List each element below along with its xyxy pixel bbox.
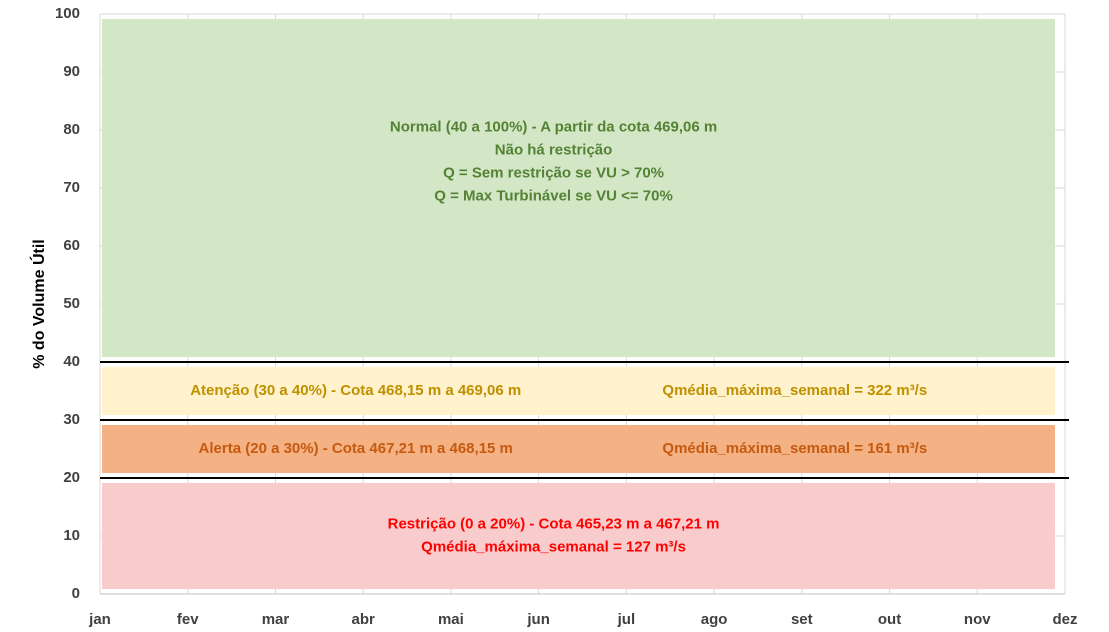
x-tick-label: nov (964, 611, 991, 628)
band-label: Alerta (20 a 30%) - Cota 467,21 m a 468,… (199, 440, 513, 457)
bands (102, 19, 1055, 589)
band-label: Qmédia_máxima_semanal = 322 m³/s (662, 382, 927, 399)
y-tick-label: 40 (63, 353, 80, 370)
x-tick-label: mar (262, 611, 290, 628)
x-tick-label: dez (1052, 611, 1077, 628)
band (102, 367, 1055, 415)
band-label: Atenção (30 a 40%) - Cota 468,15 m a 469… (190, 382, 521, 399)
band-label: Restrição (0 a 20%) - Cota 465,23 m a 46… (388, 515, 720, 532)
band (102, 483, 1055, 589)
y-tick-label: 50 (63, 295, 80, 312)
y-tick-label: 100 (55, 5, 80, 22)
band-label: Normal (40 a 100%) - A partir da cota 46… (390, 118, 717, 135)
x-tick-label: ago (701, 611, 728, 628)
y-tick-label: 20 (63, 469, 80, 486)
x-tick-label: jul (617, 611, 636, 628)
x-tick-label: abr (352, 611, 376, 628)
y-tick-label: 60 (63, 237, 80, 254)
y-axis-title: % do Volume Útil (29, 239, 48, 368)
y-tick-label: 10 (63, 527, 80, 544)
y-tick-label: 90 (63, 63, 80, 80)
band-label: Qmédia_máxima_semanal = 161 m³/s (662, 440, 927, 457)
y-tick-label: 0 (72, 585, 80, 602)
x-tick-label: jan (88, 611, 111, 628)
x-tick-label: jun (526, 611, 550, 628)
band-label: Q = Max Turbinável se VU <= 70% (434, 187, 673, 204)
y-tick-label: 70 (63, 179, 80, 196)
x-tick-label: set (791, 611, 813, 628)
y-tick-label: 30 (63, 411, 80, 428)
y-tick-label: 80 (63, 121, 80, 138)
band-label: Qmédia_máxima_semanal = 127 m³/s (421, 538, 686, 555)
band-label: Q = Sem restrição se VU > 70% (443, 164, 664, 181)
band (102, 425, 1055, 473)
x-tick-label: mai (438, 611, 464, 628)
band (102, 19, 1055, 357)
overlay: 0 10 20 30 40 50 60 70 80 90 100 jan fev mar abr mai jun… (55, 5, 1078, 628)
x-tick-label: fev (177, 611, 199, 628)
band-label: Não há restrição (495, 141, 613, 158)
x-tick-label: out (878, 611, 901, 628)
